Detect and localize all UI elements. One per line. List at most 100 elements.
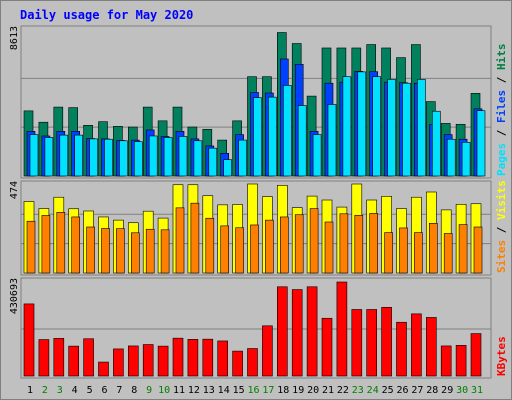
bar-pages-18 [282,85,292,177]
bar-kbytes-19 [291,289,303,377]
panel-hits-ymax-label: 8613 [9,26,20,50]
x-tick-label-13: 13 [203,385,215,396]
bar-sites-3 [56,212,66,274]
bar-sites-16 [250,224,259,274]
bar-kbytes-5 [83,338,94,377]
x-tick-label-27: 27 [411,385,423,396]
bar-kbytes-12 [187,339,199,377]
x-tick-label-28: 28 [426,385,438,396]
panel-kbytes: 430693 KBytes [9,277,508,379]
bar-kbytes-1 [23,303,35,377]
x-tick-label-12: 12 [188,385,200,396]
bar-sites-11 [175,207,185,274]
x-tick-label-10: 10 [158,385,170,396]
panel-kbytes-ymax-label: 430693 [9,278,20,314]
bar-sites-25 [384,232,393,274]
x-tick-label-31: 31 [471,385,483,396]
panel-visits: 474 Sites / Visits [9,180,508,276]
bar-kbytes-23 [351,309,363,377]
panel-legend-text: KBytes [495,336,508,376]
x-tick-label-8: 8 [131,385,137,396]
bar-kbytes-31 [470,333,482,377]
x-tick-label-22: 22 [337,385,349,396]
x-tick-label-19: 19 [292,385,304,396]
bar-sites-9 [145,228,155,274]
x-tick-label-29: 29 [441,385,453,396]
bar-kbytes-18 [276,286,288,377]
x-tick-label-30: 30 [456,385,468,396]
bar-pages-2 [44,137,54,177]
panel-kbytes-legend: KBytes [495,336,508,376]
bar-kbytes-14 [217,340,228,377]
x-tick-label-4: 4 [72,385,78,396]
bar-pages-23 [357,71,367,177]
bar-pages-13 [208,147,218,177]
bar-kbytes-27 [411,313,422,377]
bar-pages-16 [253,97,262,177]
bar-pages-26 [402,82,411,177]
panel-hits: 8613 Pages / Files / Hits [9,25,508,179]
x-tick-label-6: 6 [101,385,107,396]
bar-kbytes-29 [440,345,452,377]
bar-kbytes-21 [321,317,333,377]
bar-pages-25 [387,79,396,177]
bar-kbytes-15 [232,350,243,377]
bar-kbytes-25 [381,306,392,377]
legend-separator: / [495,70,508,90]
bar-kbytes-22 [336,281,348,377]
legend-separator: / [495,220,508,240]
bar-sites-18 [279,216,289,274]
legend-label-sites: Sites [495,240,508,273]
bar-sites-19 [294,214,304,274]
bar-sites-14 [220,225,229,274]
x-tick-label-2: 2 [42,385,48,396]
panel-legend-text: Pages / Files / Hits [495,44,508,177]
bar-sites-22 [339,213,349,274]
x-tick-label-23: 23 [352,385,364,396]
x-tick-label-3: 3 [57,385,63,396]
legend-label-files: Files [495,90,508,123]
bar-sites-30 [458,224,468,274]
bar-kbytes-13 [202,338,214,377]
panel-visits-legend: Sites / Visits [495,180,508,273]
bar-kbytes-17 [262,325,273,377]
x-tick-label-16: 16 [247,385,259,396]
bar-kbytes-10 [157,345,169,377]
bar-kbytes-20 [306,286,318,377]
x-tick-label-24: 24 [367,385,379,396]
bar-sites-15 [235,227,244,274]
bar-pages-15 [238,139,247,177]
legend-label-kbytes: KBytes [495,336,508,376]
bar-kbytes-4 [68,345,79,377]
bar-kbytes-30 [455,345,467,377]
x-axis-labels: 1 2 3 4 5 6 7 8 9 10 11 12 13 14 15 16 17 18 19 20 21 22 23 24 2… [27,385,483,396]
bar-sites-28 [428,222,438,274]
bar-pages-20 [312,134,322,177]
x-tick-label-7: 7 [116,385,122,396]
bar-pages-8 [134,141,143,177]
bar-sites-26 [399,227,408,274]
bar-kbytes-11 [172,337,184,377]
bar-sites-20 [309,208,319,274]
bar-pages-17 [268,96,277,177]
bar-kbytes-2 [38,339,50,377]
bar-sites-23 [354,214,364,274]
x-tick-label-25: 25 [382,385,394,396]
panel-kbytes-bars [23,281,482,377]
bar-pages-30 [461,142,471,177]
legend-label-hits: Hits [495,44,508,71]
bar-pages-9 [148,135,158,177]
bar-pages-22 [342,76,352,177]
bar-kbytes-16 [247,348,258,377]
bar-pages-28 [431,110,441,177]
bar-sites-12 [190,202,200,274]
bar-pages-19 [297,105,307,177]
legend-label-pages: Pages [495,143,508,176]
panel-hits-legend: Pages / Files / Hits [495,44,508,177]
bar-pages-5 [89,138,98,177]
bar-pages-24 [372,76,382,177]
bar-sites-4 [71,216,80,274]
bar-pages-6 [104,138,113,177]
x-tick-label-17: 17 [262,385,274,396]
